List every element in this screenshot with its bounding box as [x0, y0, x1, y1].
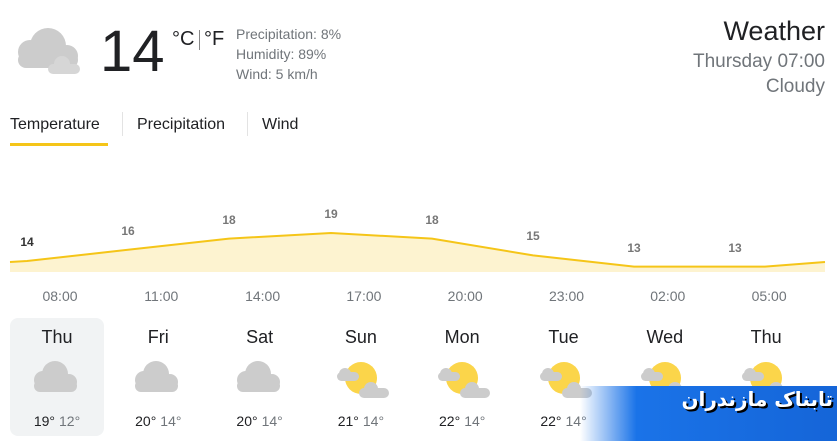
high-temp: 19° [33, 413, 55, 429]
high-temp: 20° [135, 413, 157, 429]
high-temp: 21° [337, 413, 359, 429]
cloudy-icon [236, 361, 280, 392]
current-temperature: 14 [100, 19, 165, 84]
cloudy-icon [135, 361, 179, 392]
temperature-label: 14 [20, 235, 34, 249]
chart-area [10, 233, 825, 272]
day-forecast-tue[interactable]: Tue 22° 14° [517, 318, 611, 436]
unit-divider [199, 30, 200, 50]
precipitation-text: Precipitation: 8% [236, 26, 342, 42]
day-forecast-thu[interactable]: Thu 19° 12° [10, 318, 104, 436]
time-label: 14:00 [245, 288, 281, 304]
temperature-label: 18 [222, 212, 236, 227]
temperature-label: 15 [526, 229, 540, 244]
page-title: Weather [723, 16, 825, 46]
watermark-banner: تابناک مازندران [580, 386, 837, 441]
temperature-label: 16 [121, 223, 135, 238]
day-name: Wed [646, 327, 684, 347]
day-forecast-sat[interactable]: Sat 20° 14° [213, 318, 307, 436]
high-temp: 20° [236, 413, 258, 429]
time-label: 02:00 [650, 288, 686, 304]
chart-line [9, 231, 826, 268]
tab-divider [247, 112, 248, 136]
active-tab-indicator [10, 143, 108, 146]
day-name: Thu [750, 327, 782, 347]
tab-temperature[interactable]: Temperature [10, 116, 100, 133]
day-name: Sat [246, 327, 274, 347]
partly-cloudy-icon [438, 362, 491, 398]
time-label: 23:00 [548, 288, 585, 304]
day-name: Mon [444, 327, 480, 347]
temperature-label: 13 [728, 240, 742, 255]
time-label: 20:00 [447, 288, 483, 304]
temperature-chart [9, 231, 826, 272]
day-name: Sun [344, 327, 377, 347]
partly-cloudy-icon [336, 362, 389, 398]
high-temp: 22° [540, 413, 562, 429]
cloudy-icon [34, 361, 77, 392]
day-name: Fri [147, 327, 169, 347]
humidity-text: Humidity: 89% [236, 46, 327, 62]
fahrenheit-toggle[interactable]: °F [204, 28, 225, 50]
watermark-logo: تابناک مازندران [681, 387, 833, 411]
low-temp: 14° [464, 413, 486, 429]
current-time: Thursday 07:00 [692, 51, 825, 72]
temperature-label: 13 [627, 240, 641, 255]
temperature-label: 19 [324, 207, 338, 221]
wind-text: Wind: 5 km/h [236, 66, 318, 82]
low-temp: 14° [362, 413, 385, 429]
day-forecast-sun[interactable]: Sun 21° 14° [314, 318, 408, 436]
high-temp: 22° [439, 413, 461, 429]
time-label: 08:00 [42, 288, 78, 304]
day-forecast-fri[interactable]: Fri 20° 14° [111, 318, 205, 436]
temperature-label: 18 [425, 212, 439, 227]
time-label: 11:00 [144, 288, 179, 304]
day-name: Thu [41, 327, 73, 347]
tab-wind[interactable]: Wind [262, 116, 299, 133]
cloudy-icon [18, 28, 80, 74]
time-label: 17:00 [346, 288, 382, 304]
celsius-toggle[interactable]: °C [172, 28, 195, 50]
current-condition: Cloudy [765, 76, 825, 97]
time-label: 05:00 [751, 288, 787, 304]
low-temp: 14° [261, 413, 283, 429]
low-temp: 12° [59, 413, 81, 429]
day-forecast-mon[interactable]: Mon 22° 14° [415, 318, 509, 436]
tab-precipitation[interactable]: Precipitation [137, 116, 226, 133]
day-name: Tue [548, 327, 579, 347]
low-temp: 14° [160, 413, 182, 429]
tab-divider [122, 112, 123, 136]
